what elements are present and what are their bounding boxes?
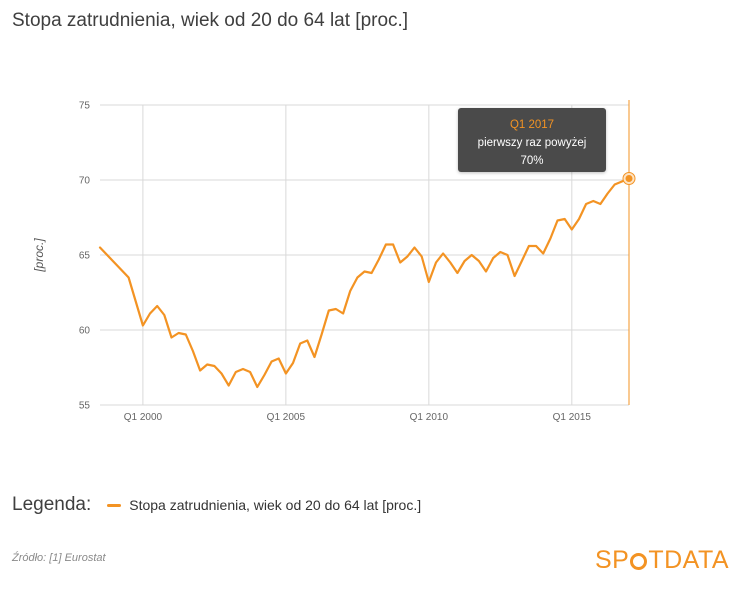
legend: Legenda: Stopa zatrudnienia, wiek od 20 … [12, 490, 421, 520]
x-tick-label: Q1 2005 [267, 412, 306, 423]
chart-tooltip: Q1 2017 pierwszy raz powyżej 70% [458, 108, 606, 172]
tooltip-line-1: pierwszy raz powyżej [477, 137, 587, 149]
x-tick-label: Q1 2000 [124, 412, 163, 423]
series-group [98, 177, 631, 389]
legend-swatch [107, 503, 122, 507]
logo-circle-icon [630, 552, 648, 570]
spotdata-logo: SP TDATA [595, 545, 729, 575]
source-note: Źródło: [1] Eurostat [12, 552, 106, 564]
x-tick-label: Q1 2015 [553, 412, 592, 423]
y-tick-label: 75 [79, 101, 91, 112]
tooltip-heading: Q1 2017 [509, 119, 555, 131]
legend-title: Legenda: [12, 494, 92, 515]
y-tick-label: 70 [79, 176, 91, 187]
y-tick-label: 65 [79, 251, 91, 262]
tooltip-line-2: 70% [520, 155, 544, 167]
highlight-point [625, 175, 633, 182]
axes: 55 60 65 70 75 Q1 2000 Q1 2005 Q1 2010 Q1 2015 [p… [32, 101, 591, 424]
y-tick-label: 55 [79, 401, 91, 412]
series-line [98, 177, 631, 389]
logo-text-start: SP [595, 545, 630, 574]
y-axis-title: [proc.] [32, 238, 46, 273]
chart-title: Stopa zatrudnienia, wiek od 20 do 64 lat… [12, 10, 409, 31]
y-tick-label: 60 [79, 326, 91, 337]
legend-item[interactable]: Stopa zatrudnienia, wiek od 20 do 64 lat… [107, 497, 421, 513]
x-tick-label: Q1 2010 [410, 412, 449, 423]
logo-text-end: TDATA [648, 545, 730, 574]
highlight-group [622, 100, 636, 405]
legend-item-label: Stopa zatrudnienia, wiek od 20 do 64 lat… [129, 497, 422, 513]
